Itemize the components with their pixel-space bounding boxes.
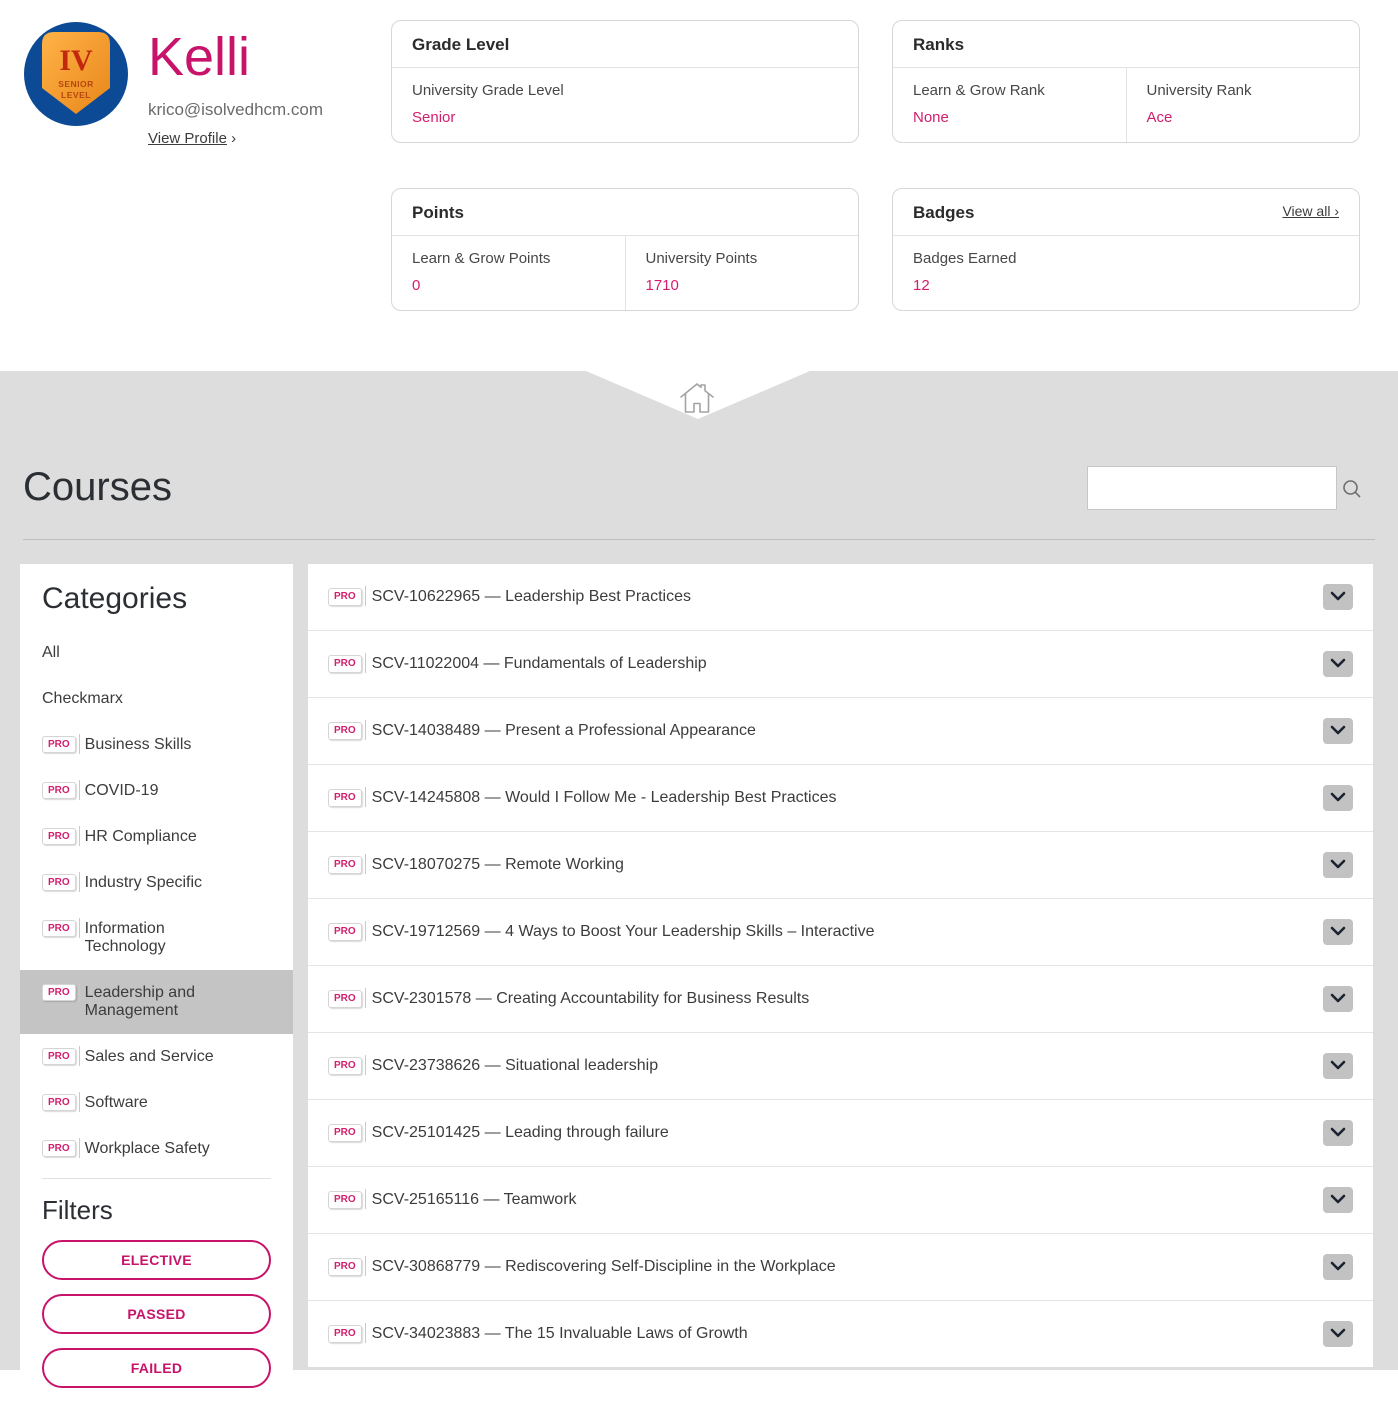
svg-text:SENIOR: SENIOR <box>58 79 94 89</box>
svg-text:IV: IV <box>59 44 93 77</box>
svg-text:LEVEL: LEVEL <box>61 90 91 100</box>
